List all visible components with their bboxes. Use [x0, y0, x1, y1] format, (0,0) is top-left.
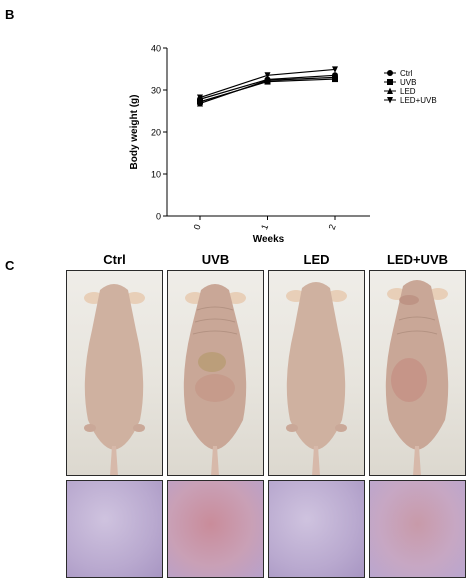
- legend-marker: [387, 79, 393, 85]
- mouse-image: [385, 280, 449, 476]
- series-led-uvb: [197, 66, 338, 102]
- series-led: [197, 73, 338, 107]
- legend-marker: [387, 70, 393, 76]
- x-tick-label: 0: [192, 223, 203, 231]
- mouse-image: [84, 284, 145, 476]
- skin-closeup-uvb: [167, 480, 264, 578]
- photo-title-led-uvb: LED+UVB: [386, 252, 449, 267]
- mouse-image: [183, 284, 247, 476]
- mouse-photo-uvb: [167, 270, 264, 476]
- mouse-photo-led: [268, 270, 365, 476]
- mouse-photo-ctrl: [66, 270, 163, 476]
- photo-title-uvb: UVB: [201, 252, 230, 267]
- legend-label: LED: [400, 87, 416, 96]
- y-tick-label: 40: [151, 44, 161, 54]
- skin-closeup-led-uvb: [369, 480, 466, 578]
- photo-title-ctrl: Ctrl: [103, 252, 126, 267]
- legend-label: UVB: [400, 78, 416, 87]
- photo-title-led: LED: [303, 252, 330, 267]
- data-point: [264, 72, 271, 79]
- data-point: [197, 94, 203, 102]
- legend-label: LED+UVB: [400, 96, 437, 105]
- x-tick-label: 2: [327, 223, 338, 231]
- mouse-photo-led-uvb: [369, 270, 466, 476]
- legend-marker: [387, 97, 393, 104]
- chart-series: [197, 66, 338, 107]
- data-point: [197, 99, 203, 107]
- y-tick-label: 0: [156, 212, 161, 222]
- legend-marker: [387, 87, 393, 94]
- x-axis-label: Weeks: [253, 234, 285, 245]
- mouse-image: [286, 282, 347, 476]
- panel-c-label: C: [5, 258, 15, 273]
- legend-label: Ctrl: [400, 69, 413, 78]
- data-point: [264, 76, 271, 84]
- y-tick-label: 20: [151, 128, 161, 138]
- chart-axes: 0 10 20 30 40 0 1 2 Weeks Body weight (g): [129, 44, 370, 245]
- x-tick-label: 1: [259, 223, 270, 231]
- y-tick-label: 10: [151, 170, 161, 180]
- skin-closeup-led: [268, 480, 365, 578]
- panel-b-label: B: [5, 7, 15, 22]
- data-point: [332, 66, 338, 73]
- y-tick-label: 30: [151, 86, 161, 96]
- skin-closeup-ctrl: [66, 480, 163, 578]
- data-point: [332, 73, 338, 81]
- body-weight-chart: 0 10 20 30 40 0 1 2 Weeks Body weight (g) CtrlUVB…: [129, 44, 437, 246]
- y-axis-label: Body weight (g): [129, 95, 140, 170]
